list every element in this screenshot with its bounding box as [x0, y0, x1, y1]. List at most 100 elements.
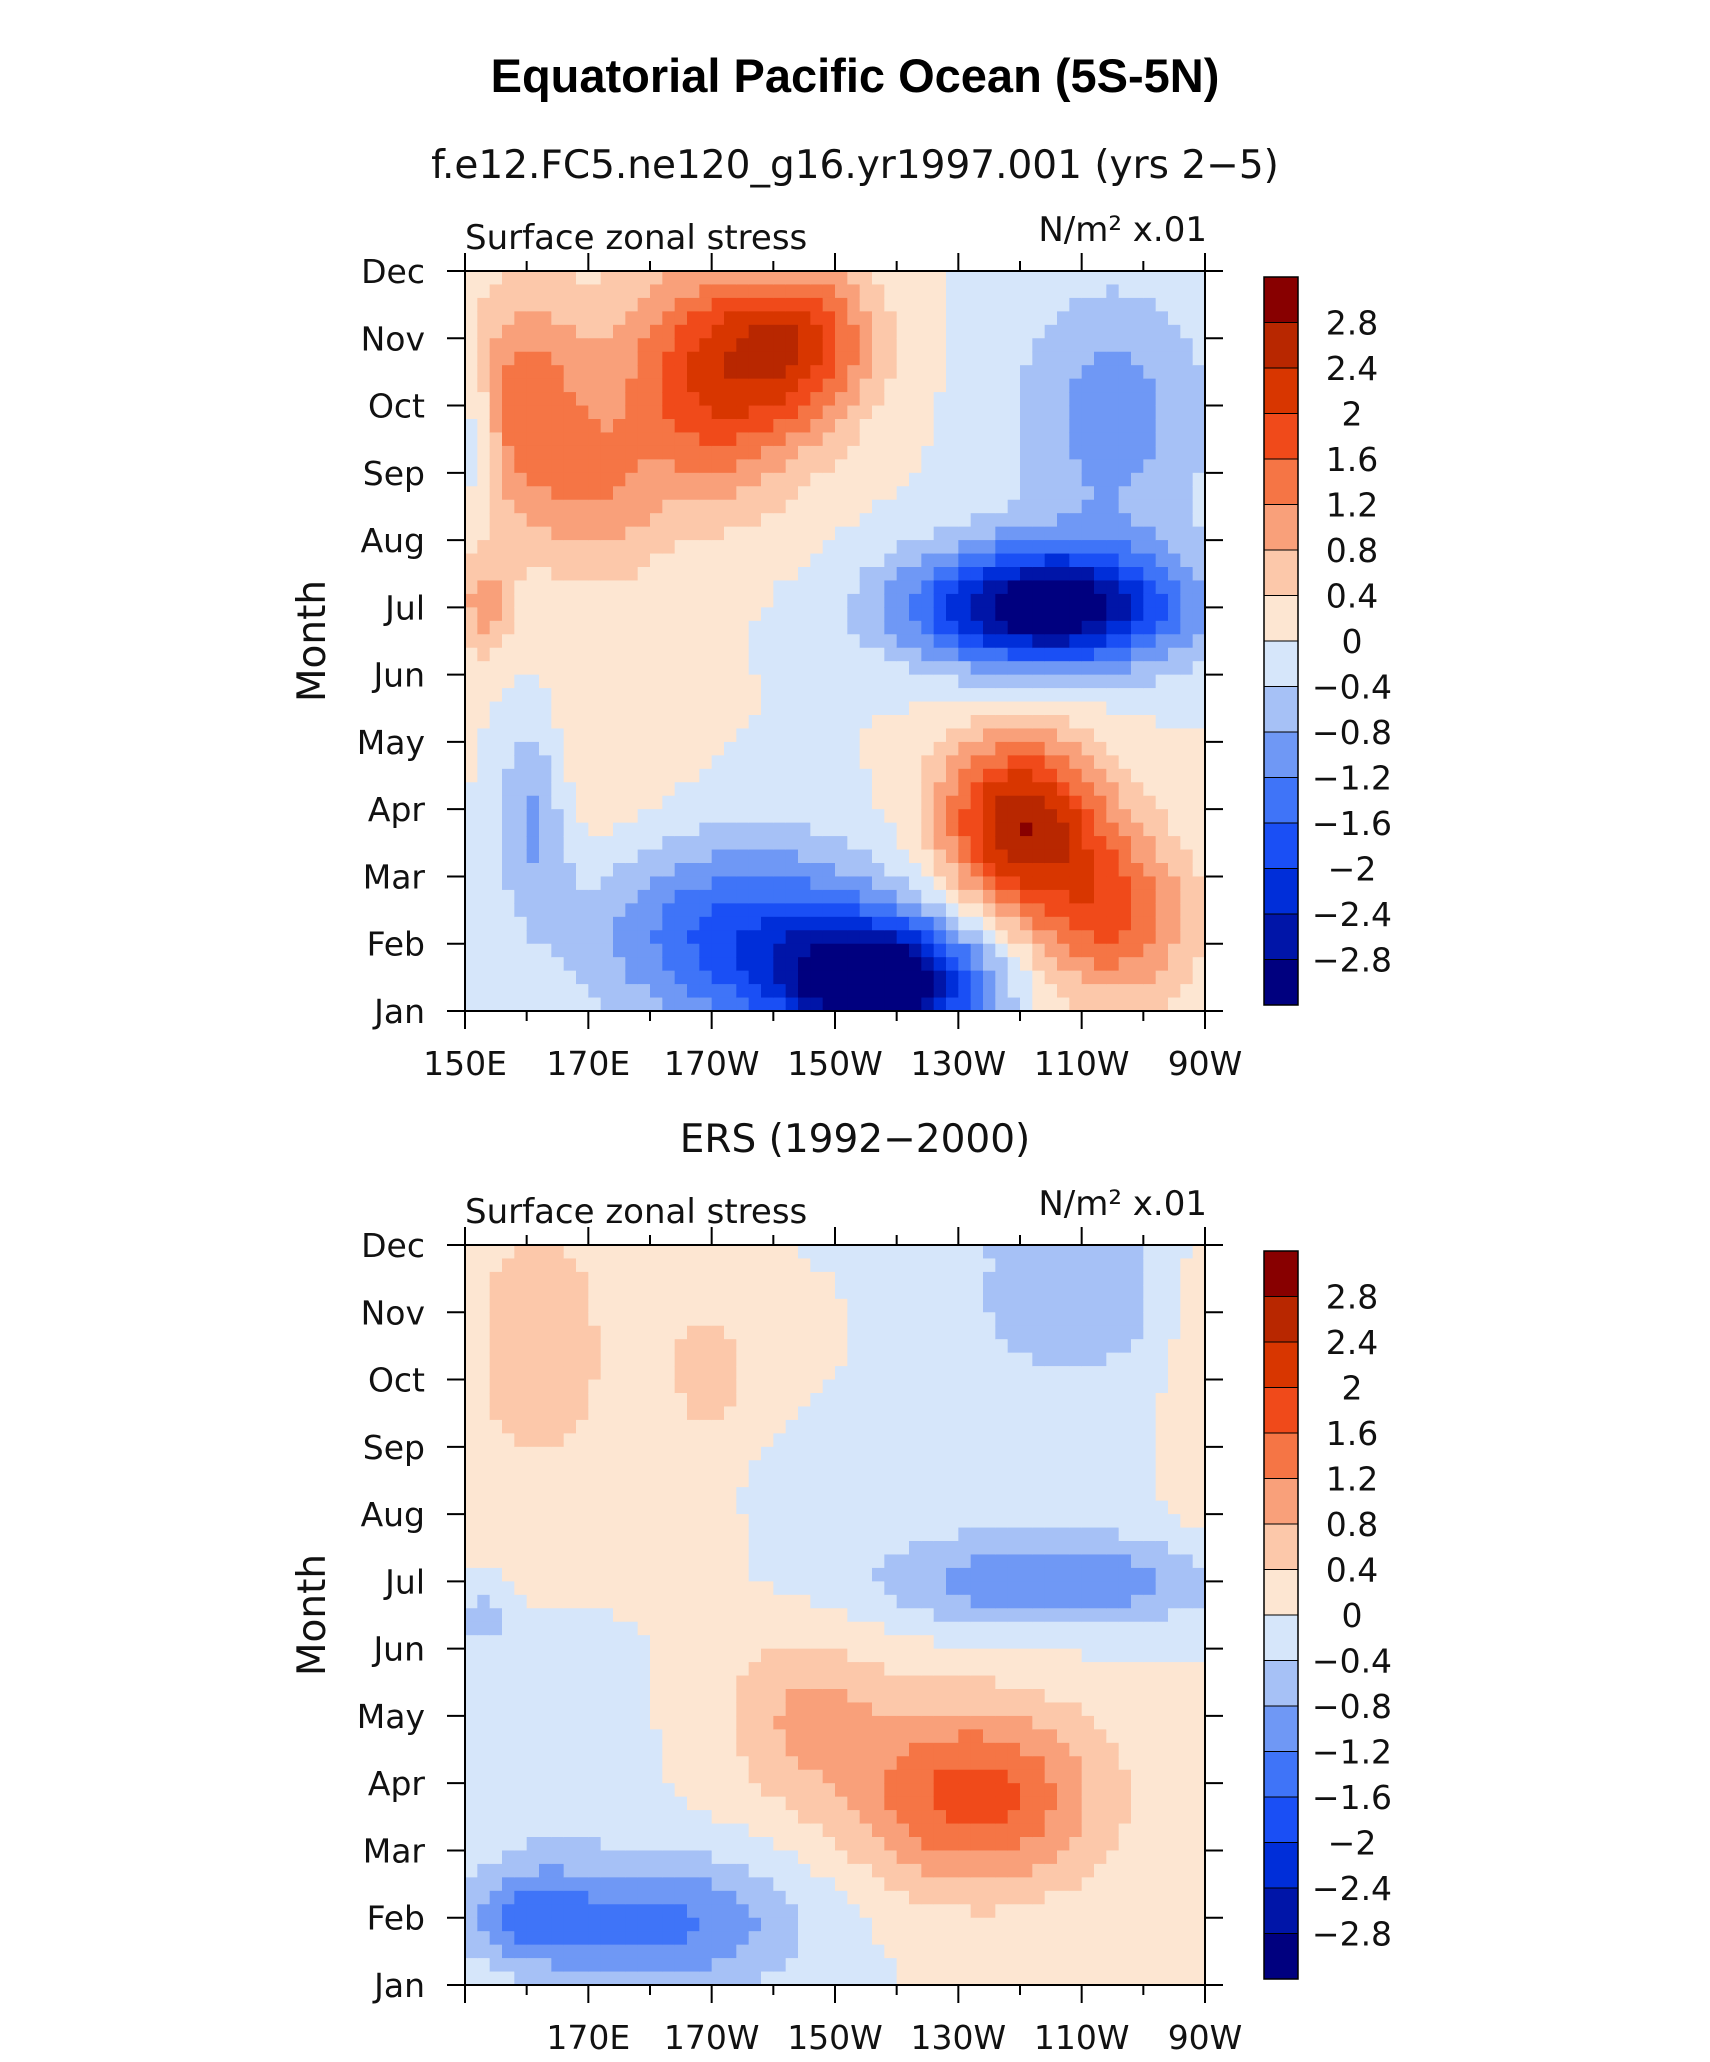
heatmap-cell: [650, 378, 663, 393]
heatmap-cell: [748, 1339, 762, 1354]
heatmap-cell: [1143, 620, 1157, 635]
heatmap-cell: [798, 324, 811, 339]
heatmap-cell: [650, 567, 663, 582]
heatmap-cell: [1007, 271, 1021, 286]
heatmap-cell: [1155, 741, 1169, 756]
heatmap-cell: [576, 1419, 589, 1434]
heatmap-cell: [1192, 809, 1206, 824]
heatmap-cell: [600, 1890, 614, 1905]
heatmap-cell: [613, 297, 626, 312]
heatmap-cell: [514, 1285, 528, 1300]
heatmap-cell: [785, 984, 799, 999]
heatmap-cell: [613, 1298, 626, 1313]
heatmap-cell: [650, 593, 663, 608]
heatmap-cell: [1131, 620, 1144, 635]
heatmap-cell: [1020, 822, 1033, 837]
heatmap-cell: [662, 1541, 676, 1556]
heatmap-cell: [1057, 849, 1070, 864]
heatmap-cell: [872, 916, 885, 931]
heatmap-cell: [662, 849, 676, 864]
heatmap-cell: [1007, 661, 1021, 676]
heatmap-cell: [1168, 634, 1181, 649]
heatmap-cell: [785, 903, 799, 918]
heatmap-cell: [465, 365, 478, 380]
heatmap-cell: [1118, 957, 1132, 972]
heatmap-cell: [662, 445, 676, 460]
heatmap-cell: [785, 392, 799, 407]
heatmap-cell: [551, 903, 565, 918]
heatmap-cell: [1168, 311, 1181, 326]
heatmap-cell: [576, 1325, 589, 1340]
heatmap-cell: [637, 1500, 651, 1515]
heatmap-cell: [699, 620, 713, 635]
heatmap-cell: [896, 768, 910, 783]
heatmap-cell: [810, 580, 824, 595]
heatmap-cell: [1057, 486, 1070, 501]
heatmap-cell: [514, 1689, 528, 1704]
heatmap-cell: [736, 1567, 750, 1582]
heatmap-cell: [773, 849, 787, 864]
heatmap-cell: [847, 378, 861, 393]
heatmap-cell: [600, 1406, 614, 1421]
heatmap-cell: [650, 809, 663, 824]
heatmap-cell: [514, 863, 528, 878]
heatmap-cell: [736, 1635, 750, 1650]
heatmap-cell: [711, 1271, 725, 1286]
heatmap-cell: [551, 1500, 565, 1515]
heatmap-cell: [650, 741, 663, 756]
heatmap-cell: [736, 1904, 750, 1919]
heatmap-cell: [674, 957, 688, 972]
heatmap-cell: [761, 553, 774, 568]
heatmap-cell: [921, 768, 935, 783]
heatmap-cell: [761, 661, 774, 676]
heatmap-cell: [810, 1446, 824, 1461]
heatmap-cell: [588, 715, 602, 730]
heatmap-cell: [1192, 607, 1206, 622]
heatmap-cell: [1094, 419, 1107, 434]
heatmap-cell: [872, 607, 885, 622]
heatmap-cell: [489, 1500, 503, 1515]
heatmap-cell: [477, 984, 491, 999]
heatmap-cell: [724, 1500, 737, 1515]
heatmap-cell: [625, 472, 639, 487]
heatmap-cell: [489, 1715, 503, 1730]
heatmap-cell: [736, 1675, 750, 1690]
heatmap-cell: [1168, 620, 1181, 635]
heatmap-cell: [748, 324, 762, 339]
heatmap-cell: [835, 889, 848, 904]
heatmap-cell: [822, 755, 836, 770]
heatmap-cell: [699, 1635, 713, 1650]
heatmap-cell: [1094, 392, 1107, 407]
heatmap-cell: [1180, 324, 1194, 339]
heatmap-cell: [1020, 351, 1033, 366]
heatmap-cell: [711, 499, 725, 514]
heatmap-cell: [551, 943, 565, 958]
heatmap-cell: [896, 553, 910, 568]
heatmap-cell: [909, 607, 922, 622]
heatmap-cell: [1069, 647, 1083, 662]
heatmap-cell: [995, 297, 1009, 312]
heatmap-cell: [526, 782, 540, 797]
heatmap-cell: [514, 876, 528, 891]
heatmap-cell: [835, 903, 848, 918]
heatmap-cell: [502, 419, 515, 434]
heatmap-cell: [637, 1541, 651, 1556]
heatmap-cell: [724, 1298, 737, 1313]
heatmap-cell: [576, 997, 589, 1012]
heatmap-cell: [662, 1904, 676, 1919]
heatmap-cell: [526, 755, 540, 770]
heatmap-cell: [662, 822, 676, 837]
heatmap-cell: [1118, 836, 1132, 851]
heatmap-cell: [1020, 809, 1033, 824]
heatmap-cell: [502, 297, 515, 312]
heatmap-cell: [674, 782, 688, 797]
heatmap-cell: [983, 324, 996, 339]
heatmap-cell: [835, 849, 848, 864]
heatmap-cell: [539, 957, 552, 972]
heatmap-cell: [736, 863, 750, 878]
heatmap-cell: [1192, 486, 1206, 501]
heatmap-cell: [761, 1863, 774, 1878]
heatmap-cell: [489, 1258, 503, 1273]
heatmap-cell: [822, 916, 836, 931]
heatmap-cell: [748, 1567, 762, 1582]
